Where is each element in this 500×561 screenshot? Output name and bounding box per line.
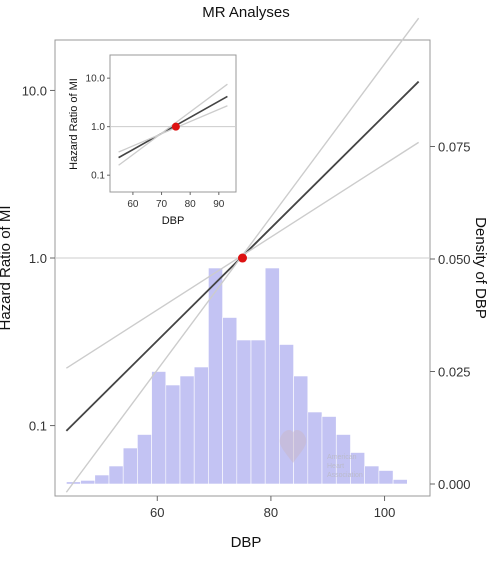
histogram-bar bbox=[122, 447, 138, 485]
histogram-bar bbox=[364, 465, 380, 485]
histogram-bar bbox=[165, 384, 181, 485]
y-tick-label: 1.0 bbox=[29, 251, 47, 266]
histogram-bar bbox=[208, 267, 223, 485]
histogram-bar bbox=[80, 480, 96, 485]
y-axis-title: Hazard Ratio of MI bbox=[0, 205, 14, 330]
histogram-bar bbox=[108, 465, 124, 485]
histogram-bar bbox=[307, 411, 323, 485]
histogram-bar bbox=[250, 339, 266, 485]
y2-tick-label: 0.025 bbox=[438, 365, 471, 380]
histogram-bar bbox=[264, 267, 280, 485]
y2-tick-label: 0.050 bbox=[438, 252, 471, 267]
inset-plot-frame bbox=[109, 54, 237, 193]
inset-x-tick-label: 90 bbox=[213, 199, 225, 210]
inset-reference-point bbox=[171, 122, 180, 131]
chart-title: MR Analyses bbox=[202, 4, 290, 21]
inset-y-axis-title: Hazard Ratio of MI bbox=[68, 78, 80, 170]
main-plot-area: American Heart Association 60 80 100 0.1 1.0… bbox=[22, 17, 471, 520]
y2-tick-label: 0.075 bbox=[438, 140, 471, 155]
heart-logo-icon bbox=[279, 430, 307, 463]
x-tick-label: 80 bbox=[264, 505, 278, 520]
histogram-bar bbox=[222, 317, 238, 485]
aha-watermark: American Heart Association bbox=[279, 430, 363, 479]
inset-x-tick-label: 60 bbox=[127, 199, 139, 210]
histogram-bar bbox=[279, 344, 294, 485]
y2-axis-title: Density of DBP bbox=[472, 217, 489, 319]
inset-y-tick-label: 0.1 bbox=[91, 171, 105, 182]
histogram-bar bbox=[236, 339, 252, 485]
histogram-bar bbox=[378, 470, 394, 485]
inset-x-axis-title: DBP bbox=[162, 215, 185, 227]
watermark-line-2: Heart bbox=[327, 463, 344, 470]
y2-tick-label: 0.000 bbox=[438, 477, 471, 492]
histogram-bar bbox=[94, 474, 110, 485]
reference-point bbox=[238, 253, 247, 263]
y-tick-label: 10.0 bbox=[22, 83, 47, 98]
histogram-bar bbox=[392, 479, 408, 485]
inset-x-tick-label: 80 bbox=[185, 199, 197, 210]
watermark-line-1: American bbox=[327, 454, 357, 461]
y-tick-label: 0.1 bbox=[29, 419, 47, 434]
histogram-bar bbox=[137, 434, 152, 485]
x-tick-label: 100 bbox=[374, 505, 396, 520]
inset-plot: 60 70 80 90 0.1 1.0 10.0 DBP Hazard Ratio of M… bbox=[68, 50, 238, 227]
histogram-bar bbox=[193, 366, 209, 485]
x-tick-label: 60 bbox=[150, 505, 164, 520]
inset-y-tick-label: 10.0 bbox=[86, 74, 106, 85]
inset-x-tick-label: 70 bbox=[156, 199, 168, 210]
histogram-bar bbox=[151, 371, 167, 485]
watermark-line-3: Association bbox=[327, 472, 363, 479]
x-axis-title: DBP bbox=[231, 534, 262, 551]
histogram-bar bbox=[179, 375, 195, 485]
histogram-bar bbox=[293, 375, 309, 485]
inset-y-tick-label: 1.0 bbox=[91, 122, 105, 133]
